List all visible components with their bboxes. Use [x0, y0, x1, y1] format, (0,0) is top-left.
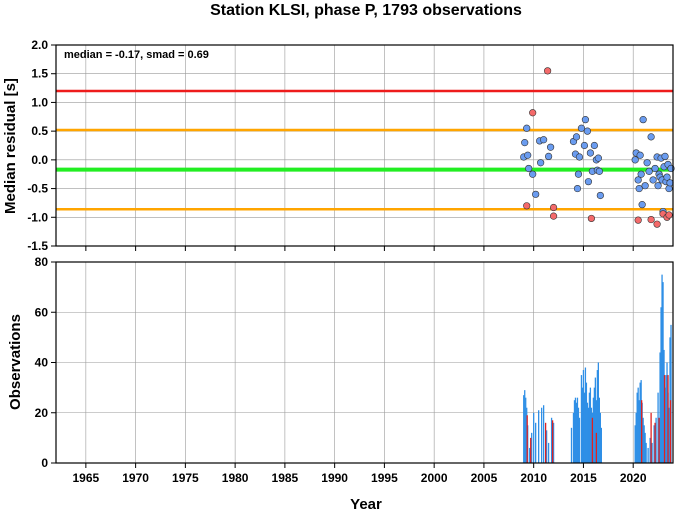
- blue-residual-point: [524, 151, 532, 159]
- blue-residual-point: [639, 116, 647, 124]
- x-tick-label: 1975: [172, 471, 199, 485]
- red-residual-point: [544, 67, 552, 75]
- blue-residual-point: [581, 116, 590, 124]
- red-residual-point: [647, 215, 655, 224]
- blue-residual-point: [529, 170, 537, 178]
- blue-residual-point: [584, 178, 593, 186]
- residual-points: [520, 67, 675, 228]
- y-tick-label: 1.0: [31, 95, 48, 109]
- y-tick-label: 60: [35, 305, 49, 319]
- red-residual-point: [549, 203, 558, 212]
- residual-reference-lines: [56, 89, 673, 211]
- blue-residual-point: [575, 153, 584, 161]
- blue-residual-point: [645, 167, 653, 175]
- red-residual-point: [653, 220, 661, 228]
- blue-residual-point: [636, 151, 644, 159]
- blue-residual-point: [654, 182, 662, 190]
- blue-residual-point: [573, 184, 582, 193]
- observations-bars: [523, 274, 672, 463]
- red-residual-point: [587, 214, 595, 223]
- blue-residual-point: [666, 179, 674, 187]
- y-tick-label: -1.0: [27, 210, 48, 224]
- y-tick-label: 2.0: [31, 38, 48, 52]
- x-tick-label: 1980: [222, 471, 249, 485]
- y-tick-label: 0: [41, 456, 48, 470]
- red-residual-point: [529, 109, 537, 117]
- x-tick-label: 1970: [122, 471, 149, 485]
- blue-residual-point: [634, 176, 642, 184]
- blue-residual-point: [586, 149, 595, 157]
- residual-x-ticks: [85, 246, 634, 251]
- blue-residual-point: [574, 170, 583, 178]
- blue-residual-point: [545, 152, 553, 161]
- x-tick-label: 2015: [570, 471, 597, 485]
- observations-panel: 0 20 40 60 80 1965 1970 1975 1980 1985 1990 1995 20…: [7, 255, 674, 511]
- stats-annotation: median = -0.17, smad = 0.69: [64, 49, 209, 61]
- y-tick-label: 80: [35, 255, 49, 269]
- x-axis-label: Year: [350, 496, 382, 511]
- blue-residual-point: [532, 190, 540, 198]
- x-tick-label: 2010: [520, 471, 547, 485]
- red-residual-point: [634, 216, 642, 224]
- blue-residual-point: [661, 152, 669, 161]
- blue-residual-point: [546, 143, 555, 151]
- x-tick-label: 2020: [620, 471, 647, 485]
- blue-residual-point: [540, 136, 548, 144]
- blue-residual-point: [580, 141, 589, 150]
- blue-residual-point: [525, 164, 533, 173]
- blue-residual-point: [583, 127, 592, 135]
- red-residual-point: [665, 211, 673, 219]
- red-residual-point: [523, 202, 531, 210]
- y-tick-label: 40: [35, 356, 49, 370]
- residual-y-ticks: -1.5 -1.0 -0.5 0.0 0.5 1.0 1.5 2.0: [27, 38, 56, 253]
- observations-y-ticks: 0 20 40 60 80: [35, 255, 56, 470]
- blue-residual-point: [663, 173, 671, 181]
- blue-residual-point: [590, 141, 598, 150]
- blue-residual-point: [596, 191, 604, 200]
- y-tick-label: -0.5: [27, 182, 48, 196]
- red-residual-point: [549, 212, 558, 220]
- x-tick-label: 1985: [272, 471, 299, 485]
- blue-residual-point: [649, 176, 657, 184]
- blue-residual-point: [651, 164, 659, 173]
- blue-residual-point: [577, 124, 586, 132]
- blue-residual-point: [595, 167, 603, 175]
- blue-residual-point: [572, 133, 581, 141]
- y-tick-label: 20: [35, 406, 49, 420]
- blue-residual-point: [631, 156, 639, 164]
- residual-panel: -1.5 -1.0 -0.5 0.0 0.5 1.0 1.5 2.0 median = -0.…: [2, 38, 675, 253]
- x-tick-label: 2000: [421, 471, 448, 485]
- blue-residual-point: [521, 139, 529, 147]
- residual-y-axis-label: Median residual [s]: [2, 78, 19, 214]
- blue-residual-point: [641, 182, 649, 190]
- x-tick-label: 1965: [73, 471, 100, 485]
- blue-residual-point: [638, 201, 646, 209]
- blue-residual-point: [647, 133, 655, 141]
- y-tick-label: 0.0: [31, 153, 48, 167]
- observations-x-ticks: 1965 1970 1975 1980 1985 1990 1995 2000 2005 2010…: [73, 463, 647, 485]
- x-tick-label: 1995: [371, 471, 398, 485]
- residual-plot-area: [56, 45, 673, 246]
- observations-y-axis-label: Observations: [7, 314, 24, 410]
- y-tick-label: 1.5: [31, 67, 48, 81]
- y-tick-label: 0.5: [31, 124, 48, 138]
- chart-title: Station KLSI, phase P, 1793 observations: [210, 2, 522, 19]
- blue-residual-point: [594, 154, 602, 162]
- blue-residual-point: [643, 159, 651, 167]
- blue-residual-point: [537, 159, 545, 167]
- blue-residual-point: [635, 184, 643, 193]
- x-tick-label: 1990: [321, 471, 348, 485]
- y-tick-label: -1.5: [27, 239, 48, 253]
- blue-residual-point: [523, 124, 531, 132]
- blue-residual-point: [637, 170, 645, 178]
- x-tick-label: 2005: [471, 471, 498, 485]
- residual-plot-frame: [55, 44, 674, 247]
